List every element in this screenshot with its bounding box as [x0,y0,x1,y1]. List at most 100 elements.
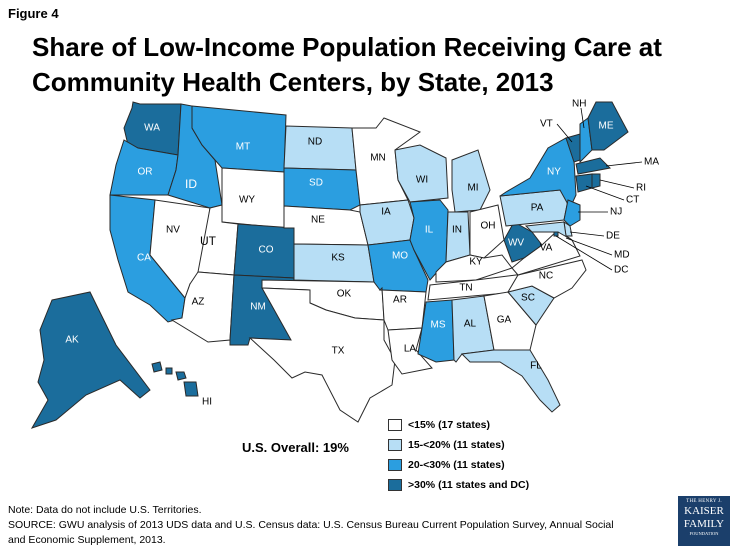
state-WI[interactable] [394,144,449,203]
label-ND: ND [308,137,322,148]
label-IA: IA [381,207,391,218]
legend-item: <15% (17 states) [388,415,529,435]
legend: <15% (17 states) 15-<20% (11 states) 20-… [388,415,529,495]
label-NE: NE [311,215,325,226]
label-NM: NM [250,302,266,313]
leader-RI [599,179,635,189]
label-WV: WV [508,238,524,249]
leader-DE [569,231,605,237]
figure-label: Figure 4 [8,6,59,21]
state-ND[interactable] [283,125,357,171]
legend-item: 15-<20% (11 states) [388,435,529,455]
source-text: SOURCE: GWU analysis of 2013 UDS data an… [8,519,614,546]
label-KS: KS [331,253,345,264]
label-KY: KY [469,257,483,268]
label-ID: ID [185,177,197,191]
chart-title: Share of Low-Income Population Receiving… [32,32,662,97]
legend-label: <15% (17 states) [408,419,491,431]
label-WI: WI [416,175,428,186]
state-DC[interactable] [553,231,559,237]
legend-label: 20-<30% (11 states) [408,459,505,471]
label-MD: MD [614,250,630,261]
leader-NH [580,107,585,129]
legend-swatch [388,479,402,491]
label-OR: OR [138,167,153,178]
leader-MA [605,161,643,167]
us-overall: U.S. Overall: 19% [242,440,349,455]
label-AR: AR [393,295,407,306]
label-SC: SC [521,293,535,304]
label-OK: OK [337,289,352,300]
state-KY[interactable] [435,254,513,283]
state-CT[interactable] [575,173,593,193]
state-FL[interactable] [460,349,561,413]
state-AK[interactable] [30,291,151,429]
label-NC: NC [539,271,553,282]
state-NE[interactable] [283,205,369,246]
label-GA: GA [497,315,512,326]
legend-swatch [388,419,402,431]
legend-swatch [388,459,402,471]
state-IL[interactable] [409,199,449,281]
label-DE: DE [606,231,620,242]
label-LA: LA [404,344,417,355]
leader-CT [585,185,625,201]
state-MT[interactable] [191,105,287,173]
state-NJ[interactable] [563,199,581,227]
label-CA: CA [137,253,151,264]
legend-label: 15-<20% (11 states) [408,439,505,451]
label-MN: MN [370,153,386,164]
state-IN[interactable] [445,211,471,263]
state-OH[interactable] [469,204,505,259]
label-RI: RI [636,183,646,194]
label-TN: TN [459,283,472,294]
label-CT: CT [626,195,639,206]
note-text: Note: Data do not include U.S. Territori… [8,504,202,516]
label-UT: UT [200,234,217,248]
label-MS: MS [431,320,446,331]
label-SD: SD [309,178,323,189]
label-HI: HI [202,397,212,408]
label-VT: VT [540,119,553,130]
label-NJ: NJ [610,207,622,218]
label-IL: IL [425,225,434,236]
state-HI-3[interactable] [175,371,187,381]
state-TX[interactable] [248,287,396,423]
legend-item: >30% (11 states and DC) [388,475,529,495]
label-CO: CO [259,245,274,256]
label-MA: MA [644,157,659,168]
label-MT: MT [236,142,250,153]
label-ME: ME [599,121,614,132]
label-TX: TX [332,346,345,357]
footnote: Note: Data do not include U.S. Territori… [8,503,628,548]
legend-swatch [388,439,402,451]
state-GA[interactable] [483,291,537,351]
label-MI: MI [467,183,478,194]
label-OH: OH [481,221,496,232]
state-SD[interactable] [283,167,361,211]
label-NY: NY [547,167,561,178]
state-HI-2[interactable] [165,367,173,375]
label-PA: PA [531,203,544,214]
state-MA[interactable] [575,157,612,175]
leader-MD [565,237,613,256]
legend-label: >30% (11 states and DC) [408,479,530,491]
leader-VT [556,123,573,143]
label-IN: IN [452,225,462,236]
state-MI[interactable] [451,149,491,213]
state-NC[interactable] [506,259,587,299]
state-RI[interactable] [591,173,601,189]
state-MD[interactable] [524,221,573,241]
label-WA: WA [144,123,160,134]
state-HI-1[interactable] [151,361,163,373]
label-NH: NH [572,99,586,110]
state-HI-4[interactable] [183,381,199,397]
label-FL: FL [530,361,542,372]
label-WY: WY [239,195,255,206]
state-NY[interactable] [499,137,577,210]
state-ME[interactable] [587,101,629,151]
label-AL: AL [464,319,477,330]
leader-DC [555,235,613,271]
label-DC: DC [614,265,628,276]
